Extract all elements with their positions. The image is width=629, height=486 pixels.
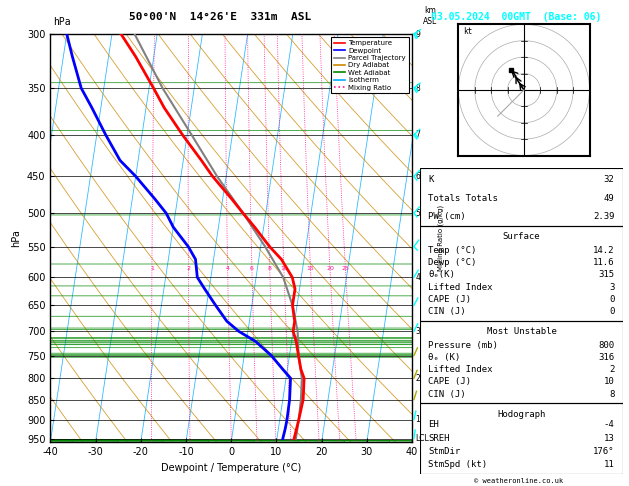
Text: 800: 800: [598, 341, 615, 350]
Text: LCL: LCL: [416, 434, 430, 443]
Text: Hodograph: Hodograph: [498, 410, 545, 418]
Text: 3: 3: [416, 327, 421, 336]
Text: © weatheronline.co.uk: © weatheronline.co.uk: [474, 478, 564, 484]
Bar: [420, 226, 623, 321]
Y-axis label: hPa: hPa: [11, 229, 21, 247]
X-axis label: Dewpoint / Temperature (°C): Dewpoint / Temperature (°C): [161, 463, 301, 473]
Text: θₑ (K): θₑ (K): [428, 353, 460, 362]
Text: 2: 2: [416, 374, 420, 383]
Text: 176°: 176°: [593, 447, 615, 456]
Text: Most Unstable: Most Unstable: [486, 327, 557, 336]
Text: 11.6: 11.6: [593, 258, 615, 267]
Text: 2.39: 2.39: [593, 212, 615, 221]
Text: Temp (°C): Temp (°C): [428, 246, 477, 255]
Text: 9: 9: [416, 30, 421, 38]
Text: 1: 1: [150, 266, 154, 271]
Text: 6: 6: [416, 172, 421, 181]
Text: 8: 8: [268, 266, 272, 271]
Text: 4: 4: [226, 266, 230, 271]
Text: CAPE (J): CAPE (J): [428, 295, 471, 304]
Text: Surface: Surface: [503, 232, 540, 241]
Text: 3: 3: [610, 282, 615, 292]
Text: 13: 13: [604, 434, 615, 443]
Text: 32: 32: [604, 175, 615, 184]
Text: Mixing Ratio (g/kg): Mixing Ratio (g/kg): [438, 205, 444, 271]
Text: 6: 6: [250, 266, 254, 271]
Text: CAPE (J): CAPE (J): [428, 378, 471, 386]
Text: PW (cm): PW (cm): [428, 212, 466, 221]
Text: 4: 4: [416, 273, 421, 282]
Text: Lifted Index: Lifted Index: [428, 282, 493, 292]
Text: K: K: [428, 175, 433, 184]
Text: 0: 0: [610, 307, 615, 316]
Bar: [420, 168, 623, 226]
Text: CIN (J): CIN (J): [428, 307, 466, 316]
Text: -4: -4: [604, 420, 615, 429]
Text: 20: 20: [326, 266, 334, 271]
Text: 49: 49: [604, 194, 615, 203]
Text: 14.2: 14.2: [593, 246, 615, 255]
Text: kt: kt: [464, 27, 472, 36]
Text: Dewp (°C): Dewp (°C): [428, 258, 477, 267]
Text: 7: 7: [416, 130, 421, 139]
Text: 03.05.2024  00GMT  (Base: 06): 03.05.2024 00GMT (Base: 06): [431, 12, 601, 22]
Text: 50°00'N  14°26'E  331m  ASL: 50°00'N 14°26'E 331m ASL: [129, 12, 311, 22]
Bar: [420, 403, 623, 474]
Text: 8: 8: [416, 84, 420, 93]
Text: StmDir: StmDir: [428, 447, 460, 456]
Text: 10: 10: [604, 378, 615, 386]
Text: 0: 0: [610, 295, 615, 304]
Text: 316: 316: [598, 353, 615, 362]
Text: 8: 8: [610, 390, 615, 399]
Text: θₑ(K): θₑ(K): [428, 270, 455, 279]
Text: 5: 5: [416, 209, 421, 218]
Text: StmSpd (kt): StmSpd (kt): [428, 460, 487, 469]
Text: 2: 2: [610, 365, 615, 374]
Text: 15: 15: [307, 266, 314, 271]
Text: SREH: SREH: [428, 434, 450, 443]
Legend: Temperature, Dewpoint, Parcel Trajectory, Dry Adiabat, Wet Adiabat, Isotherm, Mi: Temperature, Dewpoint, Parcel Trajectory…: [331, 37, 408, 93]
Text: 10: 10: [280, 266, 288, 271]
Text: 2: 2: [186, 266, 191, 271]
Text: 315: 315: [598, 270, 615, 279]
Text: EH: EH: [428, 420, 439, 429]
Bar: [420, 321, 623, 403]
Text: Pressure (mb): Pressure (mb): [428, 341, 498, 350]
Text: CIN (J): CIN (J): [428, 390, 466, 399]
Text: Lifted Index: Lifted Index: [428, 365, 493, 374]
Text: km
ASL: km ASL: [423, 6, 437, 26]
Text: hPa: hPa: [53, 17, 71, 27]
Text: 25: 25: [342, 266, 350, 271]
Text: Totals Totals: Totals Totals: [428, 194, 498, 203]
Text: 11: 11: [604, 460, 615, 469]
Text: 1: 1: [416, 415, 420, 424]
